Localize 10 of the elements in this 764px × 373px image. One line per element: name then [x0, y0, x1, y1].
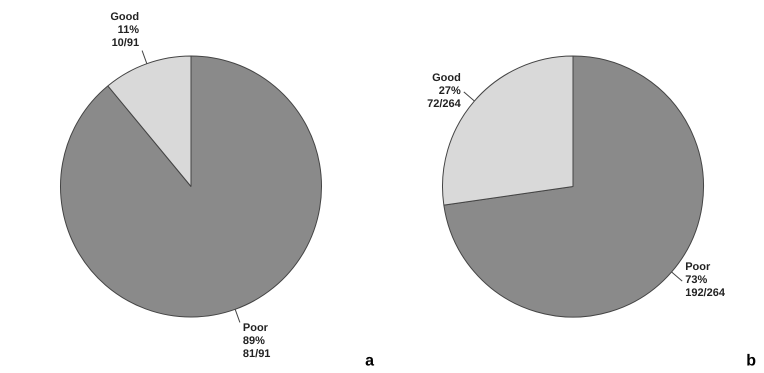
text: b — [746, 352, 756, 370]
data-label: 11% 10/91 — [112, 24, 140, 50]
data-label: 89% 81/91 — [242, 335, 270, 360]
slice-label: Poor — [685, 261, 711, 274]
text: a — [365, 352, 374, 370]
slice-label: Poor — [242, 322, 269, 334]
slice-label: Good — [110, 11, 140, 24]
data-label: 27% 72/264 — [427, 84, 462, 110]
slice-label: Good — [432, 72, 461, 84]
data-label: 73% 192/264 — [685, 274, 726, 300]
